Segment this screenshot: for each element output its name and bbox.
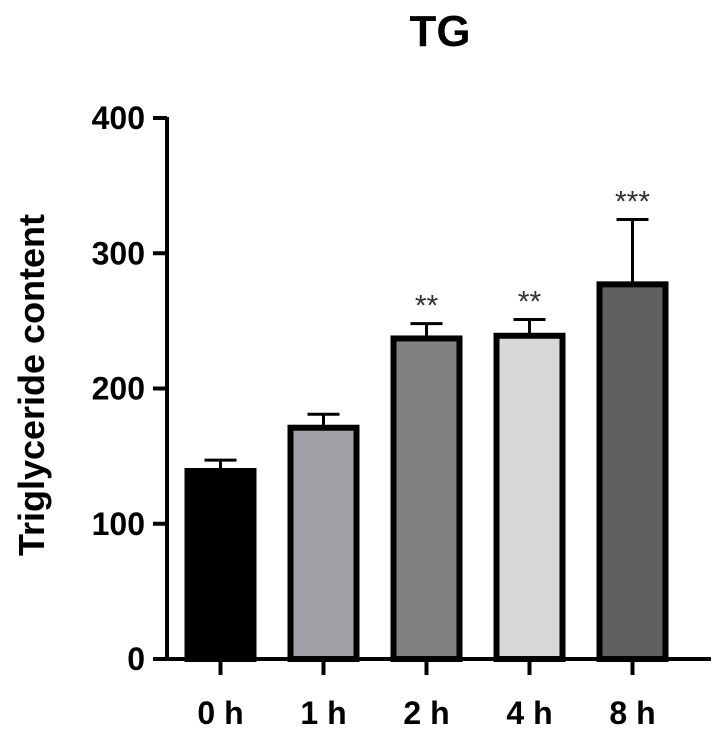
bars	[184, 217, 669, 662]
y-axis-label: Triglyceride content	[11, 214, 52, 556]
y-tick-label: 100	[92, 506, 145, 542]
bar	[493, 332, 566, 662]
y-tick-label: 300	[92, 235, 145, 271]
chart-title: TG	[409, 7, 470, 56]
significance-label: **	[518, 286, 542, 319]
x-tick-label: 8 h	[609, 695, 655, 731]
x-tick-label: 1 h	[300, 695, 346, 731]
significance-label: ***	[615, 185, 650, 218]
x-tick-label: 2 h	[403, 695, 449, 731]
bar	[287, 424, 360, 662]
significance-label: **	[415, 290, 439, 323]
y-tick-label: 0	[127, 641, 145, 677]
bar	[184, 468, 257, 662]
x-tick-label: 4 h	[506, 695, 552, 731]
axis-labels: 0 100 200 300 400 0 h 1 h 2 h ** 4 h ** 8 h ***	[92, 100, 656, 731]
y-tick-label: 200	[92, 371, 145, 407]
y-tick-label: 400	[92, 100, 145, 136]
x-tick-label: 0 h	[197, 695, 243, 731]
bar	[390, 335, 463, 662]
bar	[596, 281, 669, 662]
